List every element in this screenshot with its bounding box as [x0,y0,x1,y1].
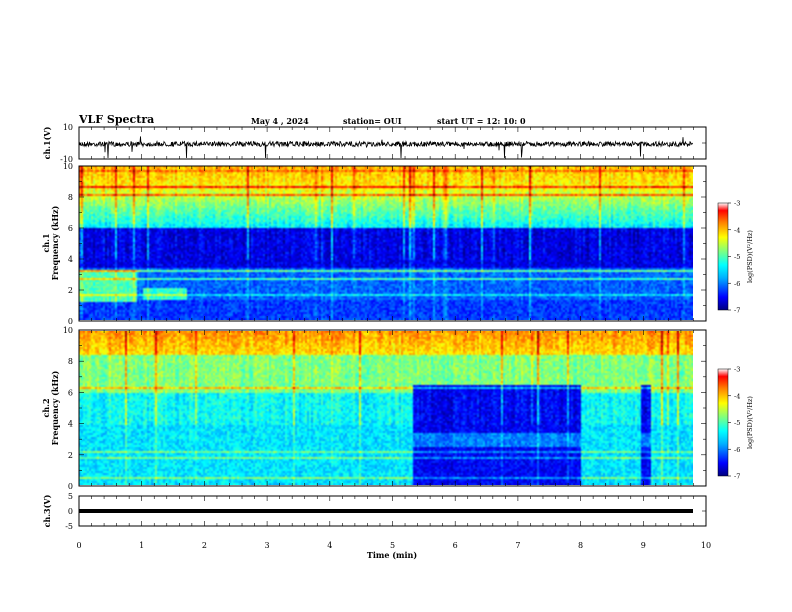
ch1-frequency-ylabel: Frequency (kHz) [50,205,60,280]
x-tick-label: 0 [76,541,81,550]
y-tick-label: 8 [68,357,73,366]
x-tick-label: 6 [453,541,458,550]
axis-ticks [78,127,731,527]
y-tick-label: 6 [68,388,73,397]
y-tick-label: 0 [68,317,73,326]
y-tick-label: 2 [68,451,73,460]
x-tick-label: 4 [327,541,332,550]
colorbar-tick-label: -5 [734,419,740,427]
x-tick-label: 9 [641,541,646,550]
ch1-spectrogram [79,166,693,320]
ch2-spectrogram [79,331,693,485]
y-tick-label: 10 [63,326,73,335]
colorbar-tick-label: -7 [734,307,740,315]
y-tick-label: -5 [65,522,73,531]
y-tick-label: 5 [68,492,73,501]
y-tick-label: 2 [68,286,73,295]
y-tick-label: 6 [68,224,73,233]
x-tick-label: 10 [701,541,711,550]
colorbar-tick-label: -5 [734,253,740,261]
x-axis-label: Time (min) [367,550,417,560]
ch3-level-line [79,509,693,513]
colorbar-tick-label: -4 [734,226,740,234]
date-label: May 4 , 2024 [251,116,309,126]
colorbar-label: log(PSD)(V²/Hz) [746,396,754,449]
colorbar-tick-label: -3 [734,366,740,374]
x-tick-label: 1 [139,541,144,550]
y-tick-label: 0 [68,507,73,516]
ch1-waveform [78,136,693,159]
y-tick-label: 10 [63,162,73,171]
chart-title: VLF Spectra [79,113,155,126]
colorbar-ch2 [717,368,729,477]
colorbar-tick-label: -4 [734,392,740,400]
colorbar-tick-label: -7 [734,473,740,481]
y-tick-label: 8 [68,193,73,202]
x-tick-label: 2 [202,541,207,550]
colorbar-tick-label: -6 [734,280,740,288]
y-tick-label: 4 [68,255,73,264]
x-tick-label: 3 [265,541,270,550]
station-label: station= OUI [343,116,402,126]
ch1-spectrogram-ylabel: ch.1 [41,233,51,252]
colorbar-tick-label: -6 [734,446,740,454]
ch1-wave-ylabel: ch.1(V) [42,126,52,159]
y-tick-label: 0 [68,482,73,491]
y-tick-label: -10 [60,155,73,164]
y-tick-label: 4 [68,420,73,429]
ch2-spectrogram-ylabel: ch.2 [41,398,51,417]
start-time-label: start UT = 12: 10: 0 [437,116,526,126]
colorbar-ch1 [717,202,729,311]
x-tick-label: 7 [515,541,520,550]
x-tick-label: 5 [390,541,395,550]
x-tick-label: 8 [578,541,583,550]
colorbar-label: log(PSD)(V²/Hz) [746,230,754,283]
ch2-frequency-ylabel: Frequency (kHz) [50,370,60,445]
y-tick-label: 10 [63,123,73,132]
colorbar-tick-label: -3 [734,200,740,208]
ch3-wave-ylabel: ch.3(V) [42,494,52,527]
